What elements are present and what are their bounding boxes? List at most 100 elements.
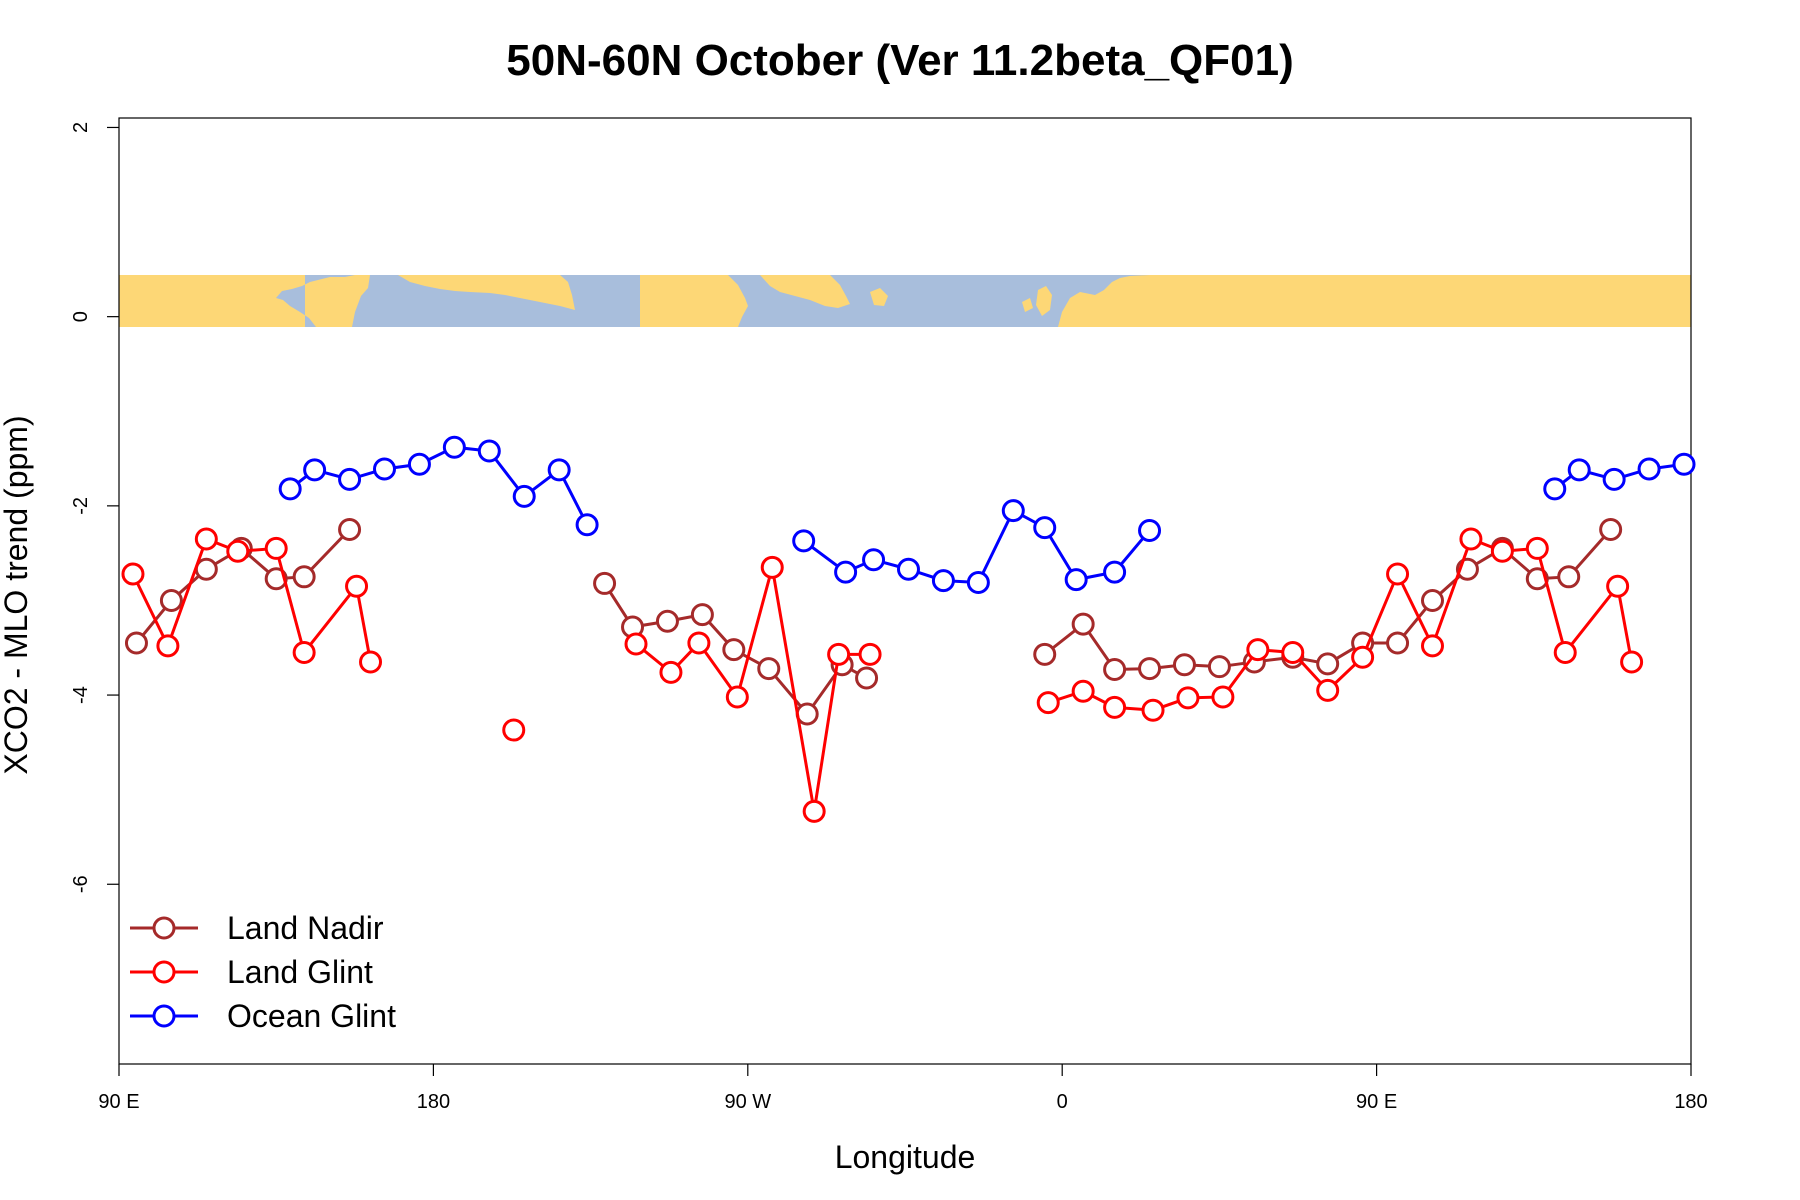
- legend-label: Land Nadir: [227, 910, 384, 946]
- series-ocean-glint: [278, 435, 1696, 594]
- series-layer: [121, 435, 1696, 823]
- data-point: [1001, 499, 1025, 523]
- data-point: [1606, 574, 1630, 598]
- data-point: [1553, 640, 1577, 664]
- map-land-alaska: [398, 275, 575, 310]
- data-point: [1176, 686, 1200, 710]
- data-point: [1138, 657, 1162, 681]
- data-point: [1525, 536, 1549, 560]
- data-point: [1103, 695, 1127, 719]
- map-land-europe: [1058, 275, 1691, 327]
- y-tick-label: 0: [70, 311, 92, 322]
- x-tick-label: 180: [1674, 1091, 1707, 1113]
- x-tick-label: 90 E: [1356, 1091, 1397, 1113]
- data-point: [303, 458, 327, 482]
- data-point: [1490, 539, 1514, 563]
- data-point: [278, 477, 302, 501]
- legend-item: Land Glint: [130, 954, 373, 990]
- data-point: [655, 609, 679, 633]
- legend-marker: [152, 1004, 176, 1028]
- data-point: [1543, 477, 1567, 501]
- x-axis-title: Longitude: [835, 1139, 976, 1175]
- data-point: [795, 702, 819, 726]
- data-point: [1420, 634, 1444, 658]
- map-land-britain: [1036, 286, 1052, 316]
- data-point: [159, 588, 183, 612]
- data-point: [1599, 518, 1623, 542]
- data-point: [827, 642, 851, 666]
- data-point: [1064, 568, 1088, 592]
- y-tick-label: 2: [70, 122, 92, 133]
- axes: 90 E 180 90 W 0 90 E 180 2 0 -2 -4 -6: [70, 117, 1708, 1113]
- legend-item: Ocean Glint: [130, 998, 396, 1034]
- data-point: [547, 458, 571, 482]
- data-point: [1637, 457, 1661, 481]
- data-point: [292, 565, 316, 589]
- map-land-asia: [119, 275, 370, 327]
- data-point: [124, 631, 148, 655]
- data-point: [264, 536, 288, 560]
- data-point: [226, 539, 250, 563]
- chart-title: 50N-60N October (Ver 11.2beta_QF01): [506, 36, 1293, 85]
- data-point: [1141, 698, 1165, 722]
- data-point: [1420, 588, 1444, 612]
- x-tick-label: 0: [1057, 1091, 1068, 1113]
- data-point: [1567, 458, 1591, 482]
- data-point: [512, 484, 536, 508]
- data-point: [931, 569, 955, 593]
- data-point: [1316, 678, 1340, 702]
- series-land-glint: [121, 527, 1644, 823]
- map-land: [119, 275, 1691, 327]
- data-point: [1602, 467, 1626, 491]
- data-point: [1672, 452, 1696, 476]
- data-point: [1246, 638, 1270, 662]
- data-point: [1557, 565, 1581, 589]
- data-point: [896, 557, 920, 581]
- legend-marker: [152, 960, 176, 984]
- data-point: [1316, 652, 1340, 676]
- data-point: [722, 638, 746, 662]
- map-land-canada-east: [760, 275, 850, 308]
- data-point: [1281, 640, 1305, 664]
- data-point: [757, 657, 781, 681]
- legend-item: Land Nadir: [130, 910, 384, 946]
- map-land-ireland: [1022, 298, 1033, 312]
- data-point: [690, 603, 714, 627]
- map-land-kamchatka-right: [1605, 275, 1691, 327]
- map-land-canada: [600, 275, 748, 327]
- data-point: [1386, 631, 1410, 655]
- data-point: [1103, 658, 1127, 682]
- data-point: [345, 574, 369, 598]
- y-axis-title: XCO2 - MLO trend (ppm): [0, 415, 34, 774]
- data-point: [1172, 653, 1196, 677]
- x-tick-label: 90 E: [98, 1091, 139, 1113]
- series-line: [635, 566, 871, 812]
- data-point: [834, 560, 858, 584]
- data-point: [1036, 691, 1060, 715]
- data-point: [502, 718, 526, 742]
- legend: Land Nadir Land Glint Ocean Glint: [130, 910, 396, 1034]
- data-point: [338, 518, 362, 542]
- data-point: [792, 529, 816, 553]
- data-point: [156, 634, 180, 658]
- data-point: [687, 631, 711, 655]
- series-line: [131, 537, 372, 663]
- data-point: [372, 457, 396, 481]
- data-point: [1071, 679, 1095, 703]
- y-tick-label: -2: [70, 497, 92, 515]
- data-point: [1459, 527, 1483, 551]
- data-point: [264, 567, 288, 591]
- data-point: [442, 435, 466, 459]
- x-tick-label: 90 W: [724, 1091, 771, 1113]
- map-land-asia-right: [1450, 275, 1540, 327]
- data-point: [407, 452, 431, 476]
- data-point: [1525, 567, 1549, 591]
- data-point: [1386, 562, 1410, 586]
- legend-marker: [152, 916, 176, 940]
- data-point: [1351, 645, 1375, 669]
- map-land-newfoundland: [870, 288, 888, 306]
- world-map-band: [119, 275, 1691, 327]
- y-tick-label: -6: [70, 875, 92, 893]
- data-point: [292, 640, 316, 664]
- data-point: [593, 571, 617, 595]
